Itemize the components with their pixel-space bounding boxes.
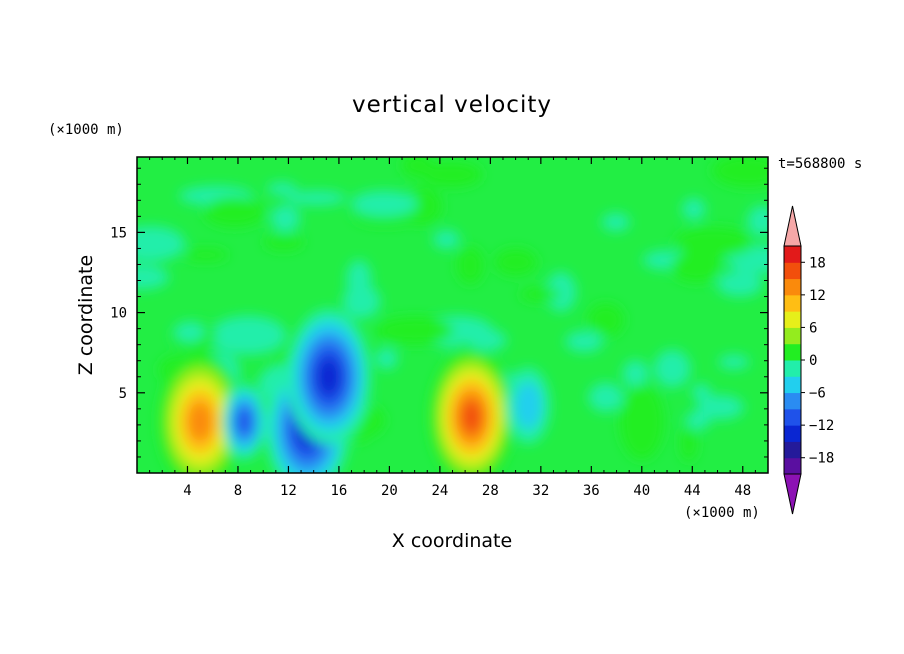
colorbar-tick-label: −18 (809, 451, 834, 467)
field-patch (671, 250, 721, 283)
colorbar-swatch (784, 311, 801, 328)
contour-downdraft (236, 408, 252, 435)
colorbar-swatch (784, 376, 801, 394)
field-patch (588, 382, 624, 412)
colorbar-swatch (784, 343, 801, 361)
colorbar: −18 −12 −6 0 6 12 18 (783, 205, 834, 515)
x-tick-label: 8 (234, 483, 242, 499)
colorbar-swatch (784, 392, 801, 410)
field-patch (270, 204, 301, 233)
field-patch (682, 198, 706, 221)
field-patch (674, 227, 754, 258)
field-patch (173, 321, 205, 343)
field-patch (685, 411, 710, 431)
colorbar-swatch (784, 457, 801, 475)
field-patch (266, 182, 298, 196)
field-patch (263, 233, 304, 251)
plot-area (137, 157, 768, 473)
time-label: t=568800 s (778, 156, 862, 172)
y-tick-label: 5 (119, 386, 127, 402)
x-tick-label: 48 (734, 483, 751, 499)
field-patch (545, 272, 577, 312)
field-patch (716, 270, 763, 297)
x-tick-label: 20 (381, 483, 398, 499)
y-unit-label: (×1000 m) (48, 122, 124, 138)
contour-downdraft (514, 382, 542, 430)
contour-updraft (619, 383, 664, 460)
field-patch (712, 157, 768, 188)
x-tick-label: 16 (330, 483, 347, 499)
colorbar-under-triangle (783, 473, 802, 515)
field-patch (212, 337, 270, 352)
x-tick-label: 12 (280, 483, 297, 499)
field-patch (183, 248, 229, 262)
field-patch (565, 330, 604, 353)
field-patch (747, 205, 768, 237)
field-patch (718, 354, 750, 370)
y-axis-title: Z coordinate (75, 255, 97, 375)
field-patch (519, 287, 562, 302)
field-patch (375, 347, 398, 370)
contour-updraft (461, 400, 482, 434)
colorbar-tick-label: 12 (809, 288, 826, 304)
colorbar-swatch (784, 360, 801, 377)
colorbar-tick-label: 0 (809, 353, 817, 369)
field-patch (203, 196, 266, 228)
x-tick-label: 44 (684, 483, 701, 499)
x-tick-label: 36 (583, 483, 600, 499)
colorbar-tick-label: 6 (809, 320, 817, 336)
x-axis-title: X coordinate (392, 530, 512, 552)
field-patch (691, 383, 711, 401)
contour-updraft (188, 402, 213, 442)
contour-field (137, 157, 768, 473)
field-patch (494, 248, 538, 276)
chart-title: vertical velocity (352, 92, 552, 118)
field-patch (601, 213, 630, 232)
colorbar-swatch (784, 246, 801, 263)
field-patch (286, 190, 347, 206)
field-patch (654, 349, 691, 388)
field-patch (622, 359, 649, 389)
colorbar-swatch (784, 441, 801, 459)
x-tick-label: 4 (183, 483, 191, 499)
colorbar-over-triangle (783, 205, 802, 247)
y-tick-label: 15 (110, 225, 127, 241)
field-patch (467, 329, 507, 352)
field-patch (587, 303, 624, 337)
x-unit-label: (×1000 m) (684, 505, 760, 521)
field-patch (680, 425, 697, 462)
field-patch (696, 395, 744, 420)
colorbar-swatch (784, 278, 801, 296)
y-tick-label: 10 (110, 306, 127, 322)
field-patch (375, 316, 454, 345)
x-tick-label: 28 (482, 483, 499, 499)
field-patch (137, 226, 186, 262)
x-tick-label: 32 (532, 483, 549, 499)
field-patch (342, 284, 381, 319)
colorbar-tick-label: −12 (809, 418, 834, 434)
x-axis: 4 8 12 16 20 24 28 32 36 40 44 48 (149, 157, 756, 499)
x-tick-label: 24 (431, 483, 448, 499)
y-axis: 5 10 15 (110, 167, 768, 458)
colorbar-swatch (784, 425, 801, 442)
field-patch (432, 230, 460, 249)
colorbar-tick-label: −6 (809, 386, 826, 402)
contour-downdraft (316, 357, 341, 397)
field-patch (350, 190, 418, 217)
colorbar-swatch (784, 327, 801, 345)
colorbar-swatch (784, 408, 801, 426)
x-tick-label: 40 (633, 483, 650, 499)
colorbar-tick-label: 18 (809, 255, 826, 271)
field-patch (137, 264, 169, 290)
colorbar-swatch (784, 294, 801, 312)
field-patch (421, 162, 483, 187)
colorbar-swatch (784, 262, 801, 280)
field-patch (401, 186, 442, 226)
field-patch (456, 246, 484, 285)
